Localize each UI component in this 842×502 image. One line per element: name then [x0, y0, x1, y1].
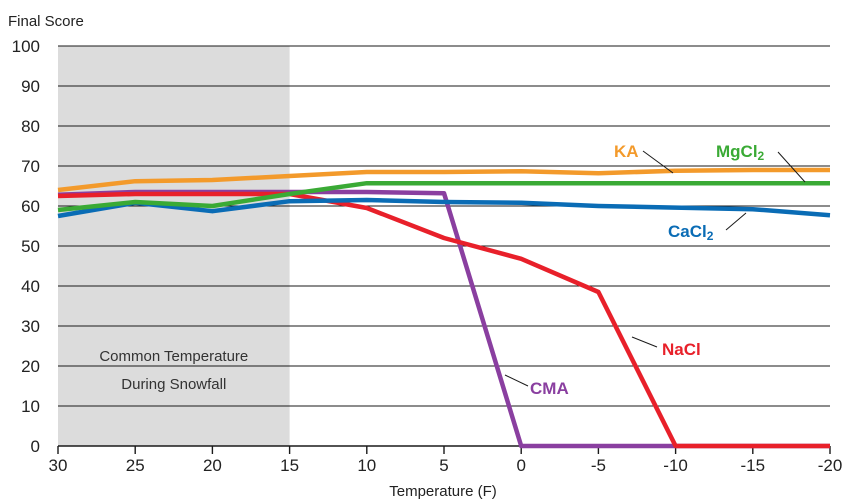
y-tick-80: 80 [21, 117, 40, 136]
y-tick-50: 50 [21, 237, 40, 256]
x-tick-labels: 30 25 20 15 10 5 0 -5 -10 -15 -20 [49, 446, 842, 475]
series-labels: KA MgCl2 CaCl2 NaCl CMA [504, 142, 806, 398]
region-label-line2: During Snowfall [121, 376, 226, 393]
series-label-nacl: NaCl [662, 340, 701, 359]
y-tick-20: 20 [21, 357, 40, 376]
y-tick-10: 10 [21, 397, 40, 416]
x-tick--15: -15 [741, 456, 766, 475]
y-tick-0: 0 [31, 437, 40, 456]
y-tick-30: 30 [21, 317, 40, 336]
leader-line-cma [504, 374, 529, 387]
x-tick--10: -10 [663, 456, 688, 475]
leader-line-cacl2 [725, 212, 747, 231]
y-tick-60: 60 [21, 197, 40, 216]
region-label-line1: Common Temperature [99, 348, 248, 365]
x-axis-title: Temperature (F) [389, 483, 497, 500]
y-axis-title: Final Score [8, 13, 84, 30]
x-tick-25: 25 [126, 456, 145, 475]
y-tick-70: 70 [21, 157, 40, 176]
series-label-ka: KA [614, 142, 639, 161]
x-tick-30: 30 [49, 456, 68, 475]
x-tick--20: -20 [818, 456, 842, 475]
series-line-mgcl2 [57, 180, 830, 213]
leader-line-mgcl2 [777, 151, 806, 183]
x-tick-20: 20 [203, 456, 222, 475]
x-tick-5: 5 [439, 456, 448, 475]
y-tick-40: 40 [21, 277, 40, 296]
y-tick-100: 100 [12, 37, 40, 56]
x-tick-0: 0 [516, 456, 525, 475]
series-label-cma: CMA [530, 379, 569, 398]
series-label-mgcl2: MgCl2 [716, 142, 765, 163]
series-line-nacl [57, 191, 830, 449]
x-tick-10: 10 [357, 456, 376, 475]
series-lines [57, 167, 831, 449]
x-tick--5: -5 [591, 456, 606, 475]
series-line-cacl2 [57, 197, 831, 219]
series-line-ka [57, 167, 830, 193]
leader-line-nacl [631, 336, 658, 348]
series-label-cacl2: CaCl2 [668, 222, 714, 243]
y-tick-90: 90 [21, 77, 40, 96]
y-tick-labels: 0 10 20 30 40 50 60 70 80 90 100 [12, 37, 40, 456]
x-tick-15: 15 [280, 456, 299, 475]
leader-line-ka [642, 150, 674, 174]
